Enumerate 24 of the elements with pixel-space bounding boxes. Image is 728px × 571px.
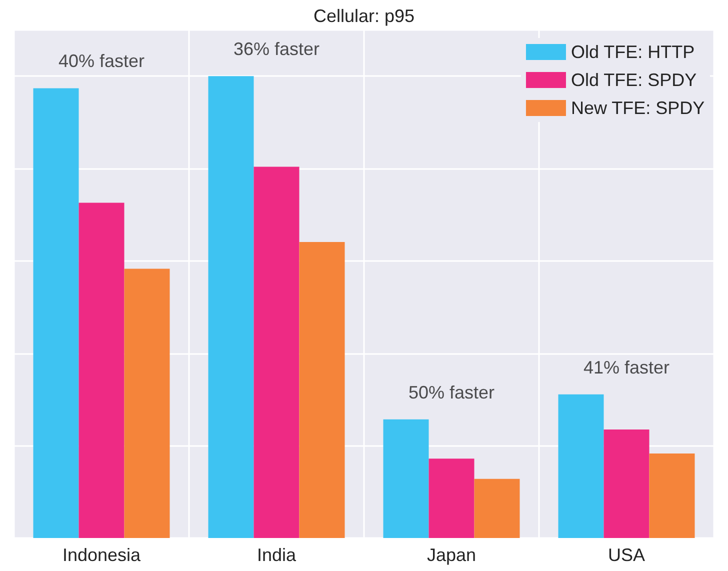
- bar: [604, 429, 650, 538]
- legend-label: New TFE: SPDY: [570, 98, 705, 118]
- bar: [649, 453, 695, 538]
- bar: [299, 242, 345, 538]
- x-tick-label: Japan: [426, 545, 476, 565]
- bar: [383, 419, 429, 538]
- bar: [254, 166, 300, 538]
- x-tick-label: Indonesia: [62, 545, 142, 565]
- legend-label: Old TFE: HTTP: [570, 42, 695, 62]
- bar: [428, 458, 474, 538]
- chart-title: Cellular: p95: [313, 6, 415, 26]
- x-tick-label: India: [256, 545, 297, 565]
- bar: [33, 88, 79, 538]
- bar: [208, 76, 254, 538]
- text: 40% faster: [58, 51, 145, 72]
- bar: [124, 268, 170, 538]
- bar: [558, 394, 604, 538]
- annotation: 41% faster: [583, 357, 670, 378]
- text: 36% faster: [233, 39, 320, 60]
- legend-label: Old TFE: SPDY: [570, 70, 697, 90]
- x-tick-label: USA: [608, 545, 646, 565]
- annotation: 50% faster: [408, 382, 495, 402]
- bar: [78, 202, 124, 538]
- bar: [474, 478, 520, 538]
